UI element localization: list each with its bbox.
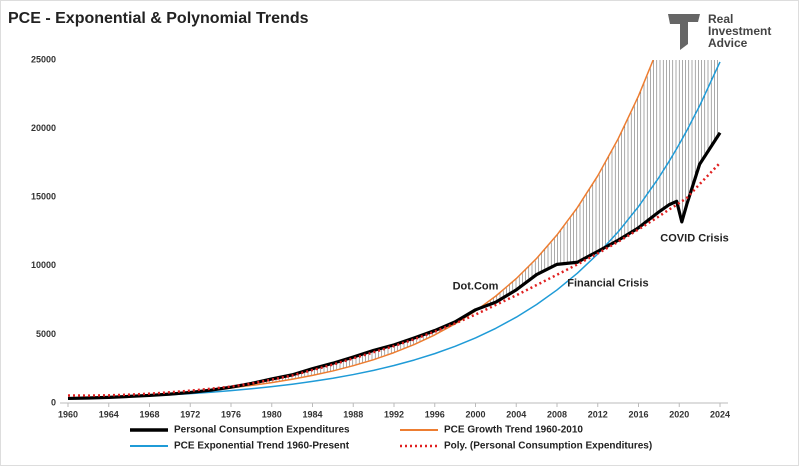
y-tick-label: 10000 xyxy=(31,260,56,270)
logo-text: Advice xyxy=(708,36,748,50)
x-tick-label: 2004 xyxy=(506,409,526,419)
x-tick-label: 1972 xyxy=(180,409,200,419)
series-line xyxy=(67,131,722,401)
plot-area xyxy=(67,60,722,401)
legend-label: PCE Exponential Trend 1960-Present xyxy=(174,441,350,452)
legend-label: PCE Growth Trend 1960-2010 xyxy=(444,425,583,436)
annotation: Dot.Com xyxy=(453,280,499,292)
legend-label: Personal Consumption Expenditures xyxy=(174,425,350,436)
x-tick-label: 2012 xyxy=(588,409,608,419)
y-tick-label: 25000 xyxy=(31,54,56,64)
logo-text: Investment xyxy=(708,24,771,38)
logo-text: Real xyxy=(708,12,733,26)
x-tick-label: 1976 xyxy=(221,409,241,419)
legend-label: Poly. (Personal Consumption Expenditures… xyxy=(444,441,652,452)
y-tick-label: 0 xyxy=(51,397,56,407)
logo: Real Investment Advice xyxy=(668,12,771,50)
annotation: Financial Crisis xyxy=(567,278,648,290)
x-tick-label: 2008 xyxy=(547,409,567,419)
x-tick-label: 1968 xyxy=(139,409,159,419)
logo-mark xyxy=(668,14,700,50)
x-tick-label: 2000 xyxy=(465,409,485,419)
annotation: COVID Crisis xyxy=(660,232,728,244)
x-tick-label: 2016 xyxy=(628,409,648,419)
x-tick-label: 2020 xyxy=(669,409,689,419)
x-tick-label: 1960 xyxy=(58,409,78,419)
x-tick-label: 1996 xyxy=(425,409,445,419)
x-tick-label: 2024 xyxy=(710,409,730,419)
x-tick-label: 1964 xyxy=(99,409,119,419)
y-tick-label: 5000 xyxy=(36,329,56,339)
x-tick-label: 1988 xyxy=(343,409,363,419)
y-tick-label: 20000 xyxy=(31,123,56,133)
chart-title: PCE - Exponential & Polynomial Trends xyxy=(8,10,309,27)
x-tick-label: 1980 xyxy=(262,409,282,419)
y-tick-label: 15000 xyxy=(31,192,56,202)
x-tick-label: 1984 xyxy=(302,409,322,419)
x-tick-label: 1992 xyxy=(384,409,404,419)
